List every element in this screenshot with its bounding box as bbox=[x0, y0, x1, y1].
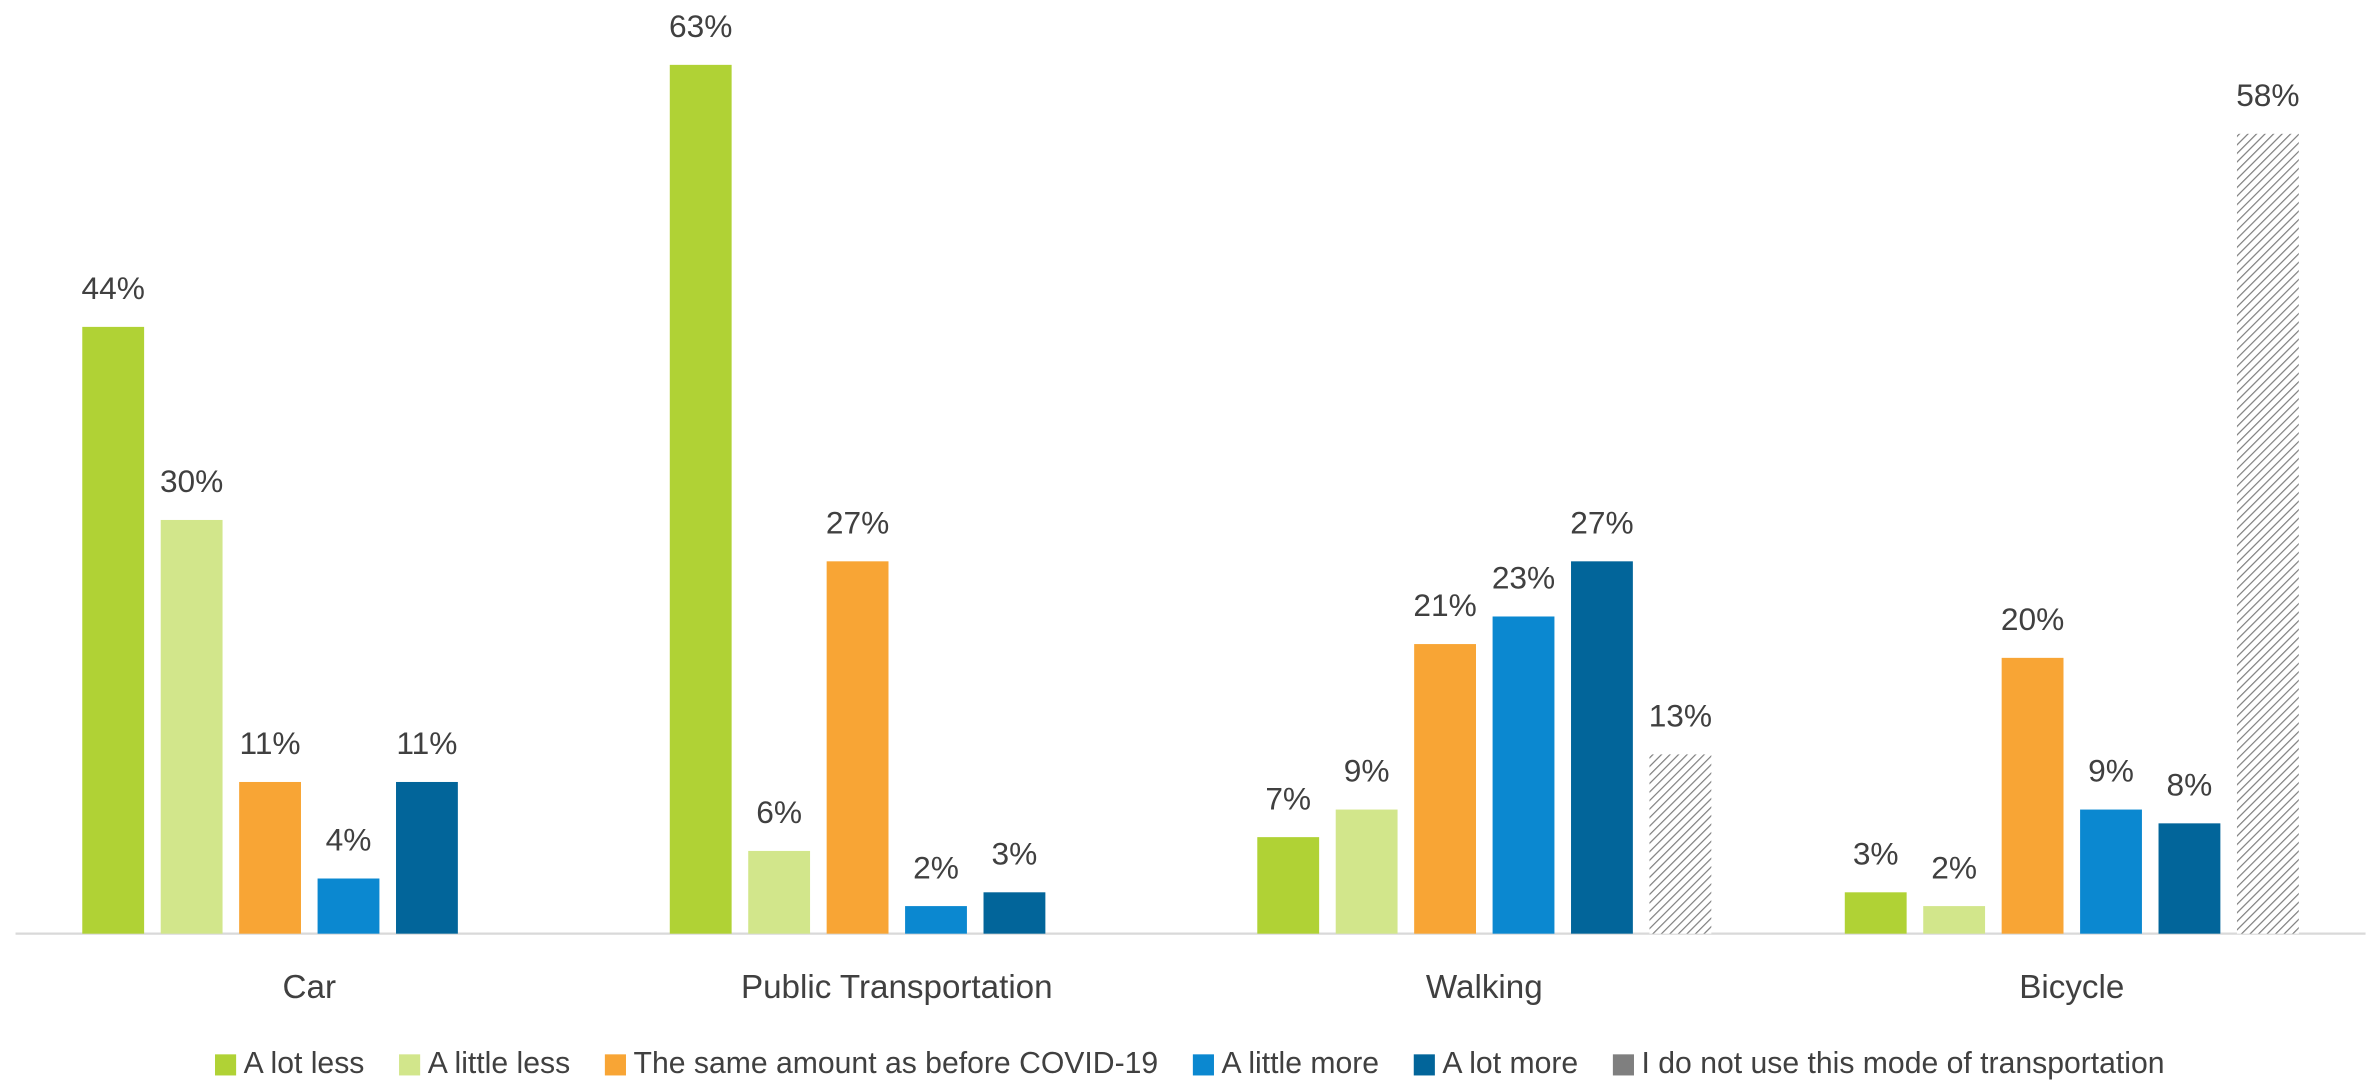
bar bbox=[160, 519, 223, 934]
value-label: 8% bbox=[2167, 767, 2213, 803]
legend-swatch bbox=[1612, 1054, 1634, 1076]
bar bbox=[1649, 754, 1712, 934]
value-label: 6% bbox=[756, 794, 802, 830]
legend-label: I do not use this mode of transportation bbox=[1642, 1047, 2165, 1080]
bar bbox=[1571, 561, 1633, 934]
value-label: 11% bbox=[396, 725, 457, 761]
bar bbox=[1844, 892, 1907, 934]
legend-swatch bbox=[1413, 1054, 1435, 1076]
value-label: 2% bbox=[1931, 849, 1977, 885]
value-label: 63% bbox=[669, 8, 732, 44]
value-label: 9% bbox=[1344, 753, 1390, 789]
legend-swatch bbox=[399, 1054, 421, 1076]
value-label: 13% bbox=[1649, 698, 1712, 734]
bar bbox=[317, 878, 380, 934]
bar bbox=[748, 850, 811, 934]
bar bbox=[1923, 906, 1986, 934]
value-label: 2% bbox=[913, 849, 959, 885]
value-label: 27% bbox=[1570, 504, 1633, 540]
legend-label: The same amount as before COVID-19 bbox=[634, 1047, 1159, 1080]
legend-label: A little more bbox=[1222, 1047, 1380, 1080]
bar bbox=[826, 561, 889, 934]
bar bbox=[669, 64, 732, 934]
value-label: 27% bbox=[826, 504, 889, 540]
bar bbox=[239, 781, 301, 934]
value-label: 21% bbox=[1413, 587, 1476, 623]
bar bbox=[2080, 809, 2142, 934]
value-label: 44% bbox=[82, 270, 145, 306]
value-label: 20% bbox=[2001, 601, 2064, 637]
x-tick-label: Car bbox=[283, 969, 336, 1006]
value-label: 30% bbox=[160, 463, 223, 499]
bar bbox=[396, 781, 458, 934]
x-tick-label: Bicycle bbox=[2019, 969, 2124, 1006]
legend-swatch bbox=[604, 1054, 626, 1076]
value-label: 7% bbox=[1265, 780, 1311, 816]
legend-label: A lot less bbox=[244, 1047, 365, 1080]
bar bbox=[1257, 837, 1320, 934]
value-label: 58% bbox=[2236, 77, 2299, 113]
bar bbox=[1335, 809, 1398, 934]
legend-swatch bbox=[215, 1054, 237, 1076]
bar bbox=[1414, 644, 1476, 934]
legend-swatch bbox=[1192, 1054, 1214, 1076]
value-label: 3% bbox=[1853, 835, 1899, 871]
value-label: 9% bbox=[2088, 753, 2134, 789]
bar bbox=[983, 892, 1046, 934]
bar bbox=[2158, 823, 2221, 934]
bar bbox=[1492, 616, 1555, 934]
value-label: 23% bbox=[1492, 560, 1555, 596]
value-label: 3% bbox=[992, 835, 1038, 871]
legend-label: A lot more bbox=[1442, 1047, 1578, 1080]
bar bbox=[82, 326, 145, 934]
value-label: 4% bbox=[326, 822, 372, 858]
bar bbox=[2001, 657, 2064, 934]
value-label: 11% bbox=[240, 725, 301, 761]
x-tick-label: Public Transportation bbox=[741, 969, 1053, 1006]
legend-label: A little less bbox=[428, 1047, 570, 1080]
bar bbox=[2236, 133, 2299, 934]
bar bbox=[905, 906, 967, 934]
x-tick-label: Walking bbox=[1426, 969, 1543, 1006]
